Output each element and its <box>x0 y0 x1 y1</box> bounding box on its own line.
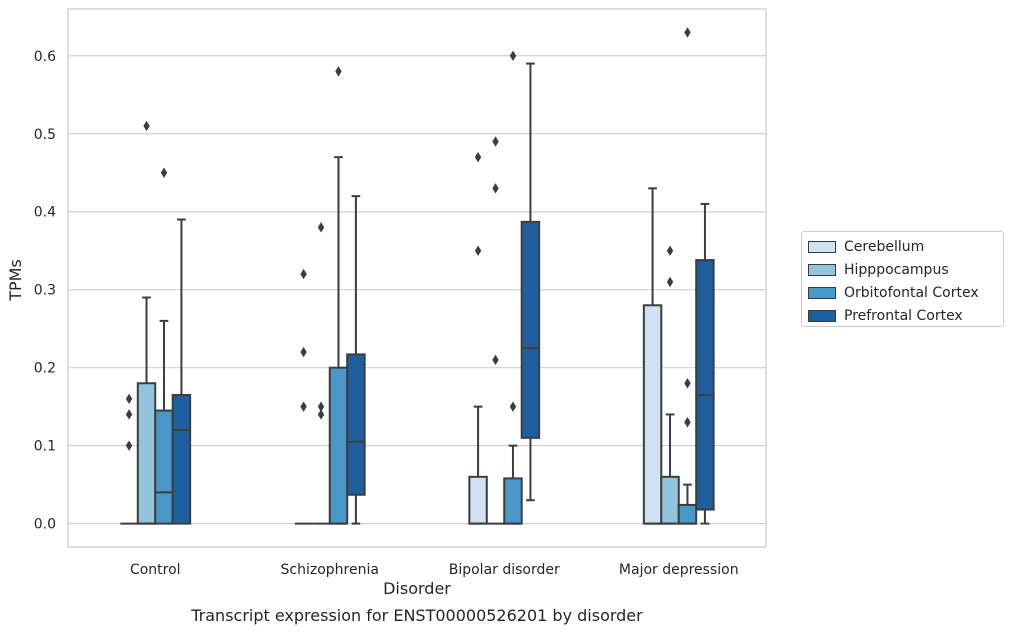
box-orbitofontal-cortex-major-depression <box>677 27 698 525</box>
outlier-point <box>125 393 133 405</box>
box-prefrontal-cortex-major-depression <box>695 202 715 525</box>
legend-item-hipppocampus: Hipppocampus <box>808 258 1003 281</box>
box-body <box>136 382 157 525</box>
box-cerebellum-control <box>120 393 138 525</box>
outlier-point <box>143 120 150 132</box>
legend-swatch-cerebellum <box>808 240 836 253</box>
tick-labels: 0.0 0.1 0.2 0.3 0.4 0.5 0.6 Control Schizophreni… <box>34 49 739 578</box>
legend-label-prefrontal-cortex: Prefrontal Cortex <box>844 307 963 324</box>
y-tick-label: 0.0 <box>34 517 56 533</box>
box-body <box>660 475 680 525</box>
box-body <box>171 393 192 525</box>
box-cerebellum-bipolar-disorder <box>468 151 488 525</box>
box-body <box>503 477 523 525</box>
outlier-point <box>684 417 691 428</box>
outlier-point <box>666 245 674 256</box>
outlier-point <box>474 151 482 163</box>
box-hipppocampus-schizophrenia <box>312 222 330 525</box>
box-groups <box>120 27 715 525</box>
box-cerebellum-schizophrenia <box>294 268 313 525</box>
box-body <box>520 220 541 439</box>
outlier-point <box>509 50 517 61</box>
box-prefrontal-cortex-control <box>171 218 192 525</box>
box-body <box>346 353 366 496</box>
outlier-point <box>317 222 325 233</box>
box-orbitofontal-cortex-control <box>154 167 174 525</box>
outlier-point <box>125 409 133 420</box>
legend-swatch-prefrontal-cortex <box>808 309 836 322</box>
box-orbitofontal-cortex-schizophrenia <box>328 66 349 525</box>
figure-caption: Transcript expression for ENST0000052620… <box>191 606 643 625</box>
outlier-point <box>492 183 499 194</box>
x-tick-label: Control <box>130 562 181 578</box>
outlier-point <box>160 167 168 178</box>
legend-item-orbitofontal-cortex: Orbitofontal Cortex <box>808 281 1003 304</box>
outlier-point <box>509 401 517 412</box>
legend-label-hipppocampus: Hipppocampus <box>844 261 949 278</box>
outlier-point <box>492 136 499 147</box>
outlier-point <box>666 276 674 288</box>
outlier-point <box>474 245 482 256</box>
x-tick-label: Schizophrenia <box>281 562 379 578</box>
box-orbitofontal-cortex-bipolar-disorder <box>503 50 523 525</box>
legend-swatch-hipppocampus <box>808 263 836 276</box>
box-prefrontal-cortex-schizophrenia <box>346 195 366 525</box>
outlier-point <box>684 27 691 38</box>
x-tick-label: Major depression <box>619 562 739 578</box>
legend-label-orbitofontal-cortex: Orbitofontal Cortex <box>844 284 979 301</box>
outlier-point <box>335 66 342 77</box>
legend-swatch-orbitofontal-cortex <box>808 286 836 299</box>
outlier-point <box>300 346 307 358</box>
outlier-point <box>684 378 691 389</box>
box-body <box>468 475 488 525</box>
x-tick-label: Bipolar disorder <box>449 562 560 578</box>
box-body <box>328 366 349 525</box>
y-tick-label: 0.4 <box>34 205 56 221</box>
y-tick-label: 0.2 <box>34 361 56 377</box>
outlier-point <box>300 268 307 280</box>
y-tick-label: 0.1 <box>34 439 56 455</box>
outlier-point <box>317 401 325 412</box>
outlier-point <box>300 401 307 412</box>
y-tick-label: 0.6 <box>34 49 56 65</box>
outlier-point <box>492 354 499 366</box>
box-hipppocampus-major-depression <box>660 245 680 525</box>
box-cerebellum-major-depression <box>642 187 663 525</box>
legend: Cerebellum Hipppocampus Orbitofontal Cor… <box>801 231 1004 327</box>
box-body <box>677 503 698 525</box>
box-prefrontal-cortex-bipolar-disorder <box>520 62 541 502</box>
box-body <box>642 304 663 525</box>
box-body <box>695 259 715 511</box>
outlier-point <box>125 440 133 451</box>
y-axis-label: TPMs <box>6 259 25 302</box>
y-tick-label: 0.5 <box>34 127 56 143</box>
axes-frame <box>67 8 767 548</box>
y-tick-label: 0.3 <box>34 283 56 299</box>
legend-item-cerebellum: Cerebellum <box>808 235 1003 258</box>
legend-item-prefrontal-cortex: Prefrontal Cortex <box>808 304 1003 327</box>
box-hipppocampus-control <box>136 120 157 525</box>
box-body <box>154 409 174 525</box>
outlier-point <box>317 409 325 420</box>
legend-label-cerebellum: Cerebellum <box>844 238 925 255</box>
box-hipppocampus-bipolar-disorder <box>486 136 505 525</box>
x-axis-label: Disorder <box>383 579 451 598</box>
